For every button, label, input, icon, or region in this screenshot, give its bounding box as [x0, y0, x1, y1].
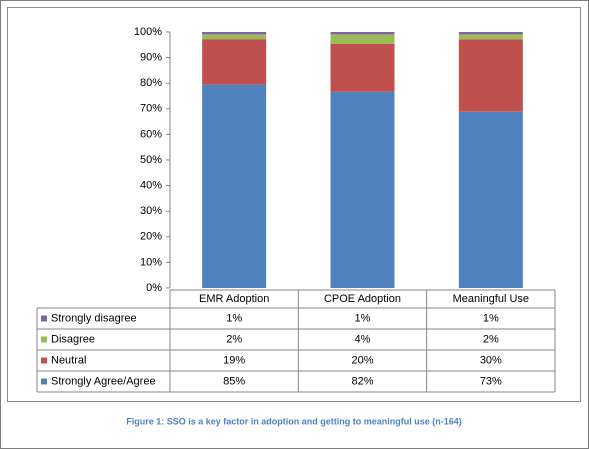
bar-segment — [330, 34, 395, 44]
data-label: 1% — [483, 312, 499, 324]
legend-label: Strongly Agree/Agree — [51, 375, 156, 387]
bar-segment — [458, 111, 523, 288]
bar-segment — [202, 32, 267, 35]
bar-segment — [330, 91, 395, 289]
bar-segment — [202, 34, 267, 40]
y-tick-label: 80% — [140, 77, 162, 89]
legend-swatch — [41, 315, 47, 322]
y-tick-label: 10% — [140, 256, 162, 268]
data-label: 1% — [226, 312, 242, 324]
data-label: 2% — [226, 333, 242, 345]
data-label: 4% — [355, 333, 371, 345]
data-label: 82% — [351, 375, 373, 387]
data-label: 20% — [351, 354, 373, 366]
y-tick-label: 40% — [140, 180, 162, 192]
y-tick-label: 30% — [140, 205, 162, 217]
y-tick-label: 60% — [140, 128, 162, 140]
data-label: 19% — [223, 354, 245, 366]
bar-segment — [330, 43, 395, 92]
data-label: 30% — [480, 354, 502, 366]
bar-segment — [330, 32, 395, 35]
bar-segment — [458, 39, 523, 112]
y-tick-label: 70% — [140, 103, 162, 115]
bar-segment — [202, 84, 267, 288]
bar-segment — [458, 32, 523, 35]
legend-swatch — [41, 378, 47, 385]
x-tick-label: Meaningful Use — [453, 293, 529, 305]
bar-segment — [202, 39, 267, 85]
legend-swatch — [41, 336, 47, 343]
data-label: 1% — [355, 312, 371, 324]
x-tick-label: CPOE Adoption — [324, 293, 401, 305]
data-label: 73% — [480, 375, 502, 387]
legend-label: Neutral — [51, 354, 86, 366]
x-tick-label: EMR Adoption — [199, 293, 269, 305]
y-tick-label: 20% — [140, 231, 162, 243]
legend-label: Disagree — [51, 333, 95, 345]
data-label: 85% — [223, 375, 245, 387]
data-label: 2% — [483, 333, 499, 345]
caption: Figure 1: SSO is a key factor in adoptio… — [126, 416, 462, 426]
y-tick-label: 90% — [140, 52, 162, 64]
legend-swatch — [41, 357, 47, 364]
legend-label: Strongly disagree — [51, 312, 137, 324]
y-tick-label: 50% — [140, 154, 162, 166]
y-tick-label: 0% — [146, 282, 162, 294]
y-tick-label: 100% — [134, 26, 162, 38]
bar-segment — [458, 34, 523, 40]
